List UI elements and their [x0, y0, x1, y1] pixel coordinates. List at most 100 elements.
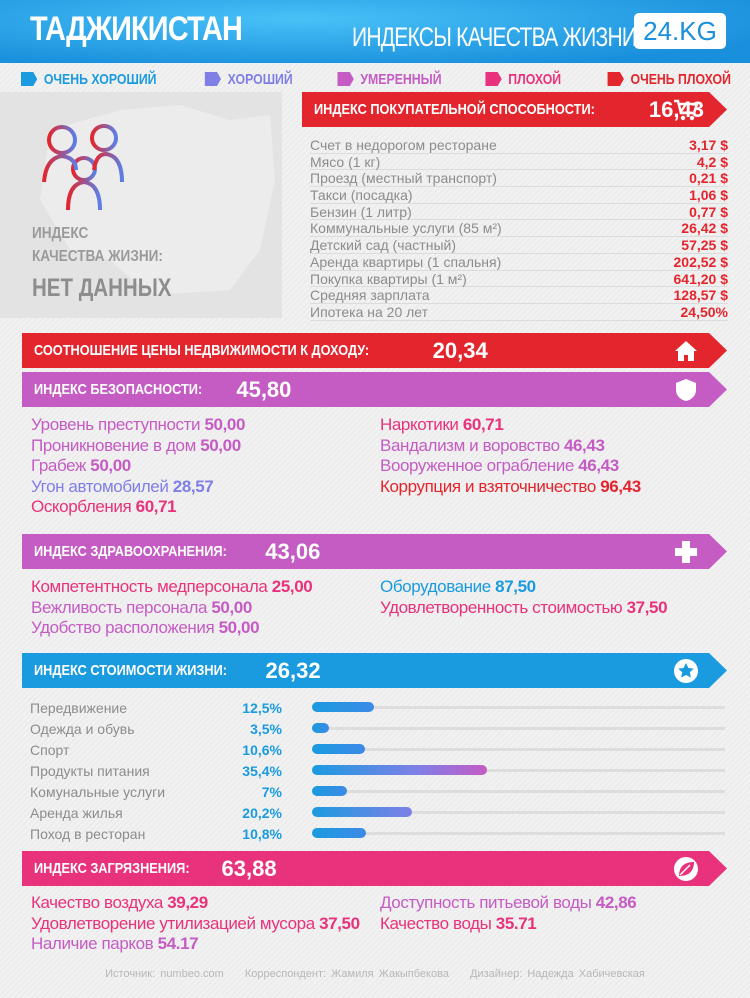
legend-flag-icon: [20, 72, 37, 86]
cost-item-percent: 7%: [261, 783, 282, 800]
metric-name: Наличие парков: [31, 934, 154, 953]
cost-row: Комунальные услуги 7%: [30, 781, 730, 802]
metric-value: 50,00: [211, 597, 252, 617]
price-row: Проезд (местный транспорт) 0,21 $: [310, 170, 728, 188]
metric-name: Удовлетворенность стоимостью: [380, 597, 623, 617]
metric-name: Удобство расположения: [31, 618, 215, 637]
legend-flag-icon: [204, 72, 222, 86]
price-value: 26,42 $: [681, 220, 728, 237]
metric-name: Коррупция и взяточничество: [380, 476, 596, 496]
price-row: Бензин (1 литр) 0,77 $: [310, 204, 728, 221]
metric-name: Доступность питьевой воды: [380, 893, 592, 912]
price-value: 24,50%: [680, 303, 728, 320]
plus-icon: [673, 539, 699, 565]
bar-track: [312, 723, 725, 733]
page-subtitle: ИНДЕКСЫ КАЧЕСТВА ЖИЗНИ: [352, 22, 637, 52]
metric-value: 35.71: [495, 913, 537, 933]
health-left-list: Компетентность медперсонала 25,00 Вежливо…: [31, 577, 313, 639]
price-name: Такси (посадка): [310, 187, 413, 204]
metric-row: Наличие парков 54.17: [31, 934, 360, 955]
safety-value: 45,80: [236, 376, 292, 402]
cost-row: Поход в ресторан 10,8%: [30, 823, 730, 844]
house-icon: [673, 338, 699, 364]
metric-value: 50,00: [200, 435, 241, 455]
price-row: Покупка квартиры (1 м²) 641,20 $: [310, 271, 728, 288]
purchasing-label: ИНДЕКС ПОКУПАТЕЛЬНОЙ СПОСОБНОСТИ:: [314, 101, 595, 118]
footer-source[interactable]: Источник: numbeo.com: [105, 968, 224, 980]
purchasing-ribbon: ИНДЕКС ПОКУПАТЕЛЬНОЙ СПОСОБНОСТИ: 16,43: [302, 92, 727, 127]
legend-item: ПЛОХОЙ: [485, 66, 562, 92]
cost-item-percent: 10,8%: [242, 825, 282, 842]
metric-value: 25,00: [271, 577, 313, 596]
cost-row: Спорт 10,6%: [30, 739, 730, 760]
metric-row: Компетентность медперсонала 25,00: [31, 577, 313, 598]
metric-row: Угон автомобилей 28,57: [31, 477, 245, 498]
metric-row: Качество воздуха 39,29: [31, 893, 360, 914]
price-value: 0,77 $: [689, 203, 728, 220]
metric-row: Доступность питьевой воды 42,86: [380, 893, 637, 914]
metric-row: Оскорбления 60,71: [31, 497, 245, 518]
metric-row: Наркотики 60,71: [380, 415, 641, 436]
price-value: 128,57 $: [673, 287, 729, 304]
metric-value: 39,29: [167, 893, 208, 912]
metric-row: Проникновение в дом 50,00: [31, 436, 245, 457]
page-title: ТАДЖИКИСТАН: [30, 10, 243, 48]
price-value: 202,52 $: [673, 253, 729, 270]
metric-value: 37,50: [319, 913, 360, 933]
metric-name: Вежливость персонала: [31, 597, 208, 617]
legend-item: ОЧЕНЬ ХОРОШИЙ: [20, 66, 157, 92]
metric-value: 96,43: [600, 476, 641, 496]
legend-flag-icon: [337, 72, 355, 86]
footer: Источник: numbeo.com Корреспондент: Жами…: [0, 968, 750, 980]
price-value: 0,21 $: [689, 170, 728, 187]
price-name: Бензин (1 литр): [310, 203, 412, 220]
bar-track: [312, 702, 725, 712]
legend: ОЧЕНЬ ХОРОШИЙ ХОРОШИЙ УМЕРЕННЫЙ ПЛОХОЙ ОЧЕНЬ…: [0, 66, 750, 92]
price-value: 641,20 $: [673, 270, 729, 287]
bar-fill: [312, 765, 488, 775]
metric-row: Удовлетворение утилизацией мусора 37,50: [31, 914, 360, 935]
cost-item-name: Комунальные услуги: [30, 783, 166, 800]
metric-name: Вооруженное ограбление: [380, 456, 574, 475]
metric-row: Вежливость персонала 50,00: [31, 598, 312, 619]
legend-label: УМЕРЕННЫЙ: [360, 70, 442, 88]
cost-item-name: Поход в ресторан: [30, 825, 146, 842]
price-name: Детский сад (частный): [310, 237, 456, 254]
metric-value: 60,71: [135, 497, 177, 516]
metric-name: Оскорбления: [31, 497, 132, 516]
legend-label: ХОРОШИЙ: [227, 70, 293, 88]
metric-value: 28,57: [172, 476, 214, 496]
metric-name: Качество воздуха: [31, 893, 163, 912]
price-name: Покупка квартиры (1 м²): [310, 270, 467, 287]
metric-name: Качество воды: [380, 913, 492, 933]
price-row: Счет в недорогом ресторане 3,17 $: [310, 137, 728, 154]
footer-designer: Дизайнер: Надежда Хабичевская: [470, 968, 645, 980]
pollution-right-list: Доступность питьевой воды 42,86 Качество …: [380, 893, 637, 934]
metric-row: Вандализм и воровство 46,43: [380, 436, 641, 457]
price-name: Счет в недорогом ресторане: [310, 137, 497, 153]
bar-track: [312, 828, 725, 838]
metric-value: 50,00: [218, 618, 260, 637]
metric-name: Проникновение в дом: [31, 435, 196, 455]
bar-fill: [312, 828, 366, 838]
metric-row: Уровень преступности 50,00: [31, 415, 245, 436]
bar-fill: [312, 807, 413, 817]
metric-name: Наркотики: [380, 415, 459, 434]
legend-label: ОЧЕНЬ ХОРОШИЙ: [43, 70, 157, 88]
legend-item: ОЧЕНЬ ПЛОХОЙ: [607, 66, 731, 92]
price-row: Детский сад (частный) 57,25 $: [310, 237, 728, 254]
cost-item-percent: 20,2%: [242, 804, 282, 821]
health-value: 43,06: [265, 538, 321, 564]
price-row: Коммунальные услуги (85 м²) 26,42 $: [310, 220, 728, 238]
cost-row: Продукты питания 35,4%: [30, 760, 730, 781]
health-label: ИНДЕКС ЗДРАВООХРАНЕНИЯ:: [34, 543, 227, 560]
price-row: Такси (посадка) 1,06 $: [310, 187, 728, 204]
metric-name: Угон автомобилей: [31, 476, 169, 496]
metric-value: 50,00: [204, 415, 246, 434]
cost-item-percent: 12,5%: [242, 699, 282, 716]
cost-item-name: Передвижение: [30, 699, 128, 716]
metric-name: Грабеж: [31, 456, 86, 475]
safety-ribbon: ИНДЕКС БЕЗОПАСНОСТИ: 45,80: [22, 372, 727, 407]
metric-row: Вооруженное ограбление 46,43: [380, 456, 641, 477]
logo[interactable]: 24.KG: [634, 13, 726, 49]
